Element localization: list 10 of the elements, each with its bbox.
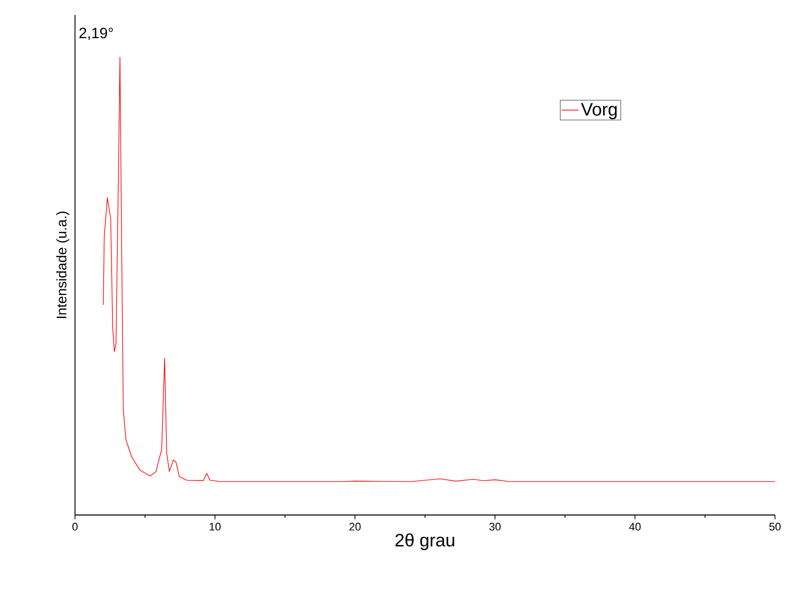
x-tick-label: 40 bbox=[629, 522, 641, 531]
x-tick-label: 20 bbox=[349, 522, 361, 531]
x-tick-label: 50 bbox=[769, 522, 781, 531]
x-tick-label: 10 bbox=[210, 522, 221, 531]
text: 2,19° bbox=[79, 28, 113, 40]
x-axis-title: 2θ grau bbox=[395, 533, 454, 550]
x-tick-label: 0 bbox=[72, 522, 78, 531]
y-axis-title: Intensidade (u.a.) bbox=[56, 212, 70, 318]
legend-label: Vorg bbox=[581, 103, 617, 120]
x-tick-label: 30 bbox=[489, 522, 501, 531]
